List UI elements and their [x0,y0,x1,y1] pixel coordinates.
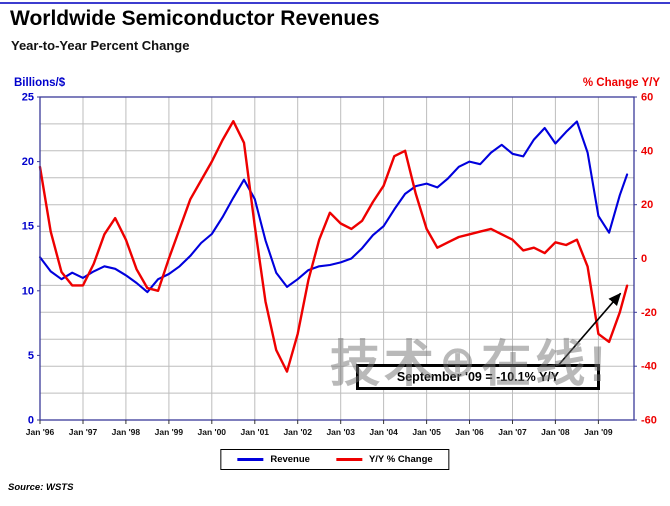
svg-text:Jan '98: Jan '98 [112,427,141,437]
svg-text:60: 60 [641,92,653,104]
legend-label-yoy: Y/Y % Change [368,454,433,465]
right-axis-title: % Change Y/Y [582,77,660,89]
svg-text:Jan '00: Jan '00 [198,427,227,437]
legend-label-revenue: Revenue [270,454,310,465]
legend-item-yoy: Y/Y % Change [335,454,433,465]
svg-text:Jan '09: Jan '09 [584,427,613,437]
svg-text:Jan '04: Jan '04 [369,427,398,437]
svg-text:10: 10 [22,285,34,297]
svg-text:-60: -60 [641,415,657,427]
page-title: Worldwide Semiconductor Revenues [10,7,380,30]
svg-text:5: 5 [28,350,34,362]
revenue-line-swatch [237,458,264,461]
svg-text:0: 0 [641,253,647,265]
svg-text:20: 20 [22,156,34,168]
svg-text:Jan '06: Jan '06 [455,427,484,437]
svg-text:25: 25 [22,92,34,104]
left-axis-title: Billions/$ [14,77,66,89]
svg-text:Jan '96: Jan '96 [26,427,55,437]
svg-text:-40: -40 [641,361,657,373]
svg-text:Jan '07: Jan '07 [498,427,527,437]
svg-text:Jan '97: Jan '97 [69,427,98,437]
svg-text:Jan '99: Jan '99 [155,427,184,437]
svg-text:15: 15 [22,221,34,233]
svg-text:Jan '02: Jan '02 [283,427,312,437]
svg-text:Jan '01: Jan '01 [241,427,270,437]
svg-text:20: 20 [641,199,653,211]
svg-text:Jan '08: Jan '08 [541,427,570,437]
page-subtitle: Year-to-Year Percent Change [11,38,190,53]
source-note: Source: WSTS [8,482,74,493]
legend-item-revenue: Revenue [237,454,310,465]
yoy-line-swatch [335,458,362,461]
svg-text:-20: -20 [641,307,657,319]
legend: Revenue Y/Y % Change [220,449,450,470]
annotation-box: September '09 = -10.1% Y/Y [356,364,600,390]
svg-text:Jan '05: Jan '05 [412,427,441,437]
svg-text:40: 40 [641,145,653,157]
svg-text:0: 0 [28,415,34,427]
svg-text:Jan '03: Jan '03 [326,427,355,437]
top-divider [0,2,670,4]
